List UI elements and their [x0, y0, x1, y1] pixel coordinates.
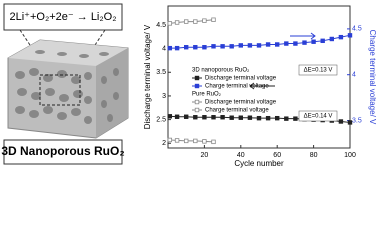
marker — [193, 138, 198, 144]
x-axis-title: Cycle number — [234, 159, 284, 168]
y-axis-title: Discharge terminal voltage/ V — [143, 24, 152, 129]
marker — [256, 43, 262, 48]
annotation: ΔE=0.14 V — [304, 114, 333, 120]
marker — [293, 41, 298, 46]
y2-tick-label: 4 — [352, 72, 356, 79]
arrow-left — [249, 82, 275, 90]
legend-label: Discharge terminal voltage — [205, 76, 277, 82]
legend-label: Charge terminal voltage — [205, 84, 269, 90]
marker — [167, 114, 173, 119]
marker — [202, 45, 207, 50]
legend-marker — [194, 99, 200, 105]
marker — [265, 115, 271, 121]
porous-cube — [7, 39, 129, 139]
y2-axis-title: Charge terminal voltage/ V — [368, 30, 377, 125]
marker — [211, 115, 216, 120]
marker — [202, 139, 207, 144]
legend-marker — [194, 107, 200, 113]
x-tick-label: 60 — [273, 152, 281, 159]
marker — [238, 115, 243, 120]
marker — [174, 20, 180, 25]
marker — [284, 41, 289, 46]
y2-tick-label: 3.5 — [352, 117, 362, 124]
marker — [293, 116, 298, 121]
annotation-box — [298, 110, 338, 122]
marker — [174, 138, 180, 143]
page: {"diagram": {"equation": "2Li⁺+O₂+2e⁻ → … — [1, 3, 377, 169]
x-tick-label: 100 — [344, 152, 356, 159]
marker — [193, 115, 198, 120]
marker — [311, 39, 316, 44]
arrow-right — [290, 32, 316, 40]
marker — [329, 36, 334, 42]
legend-marker — [194, 83, 200, 89]
marker — [211, 17, 216, 22]
marker — [220, 115, 225, 120]
y-tick-label: 4 — [162, 45, 166, 52]
y-tick-label: 3.5 — [156, 69, 166, 76]
legend-marker — [194, 75, 200, 81]
annotation-box — [298, 64, 338, 76]
marker — [202, 115, 207, 120]
legend-group: Pure RuO₂ — [192, 92, 222, 98]
marker — [167, 21, 173, 26]
legend-label: Charge terminal voltage — [205, 108, 269, 114]
marker — [211, 139, 216, 145]
y-tick-label: 4.5 — [156, 22, 166, 29]
y2-tick-label: 4.5 — [352, 26, 362, 33]
marker — [229, 44, 234, 49]
marker — [238, 43, 243, 48]
legend-label: Discharge terminal voltage — [205, 100, 277, 106]
label-box — [3, 139, 123, 165]
marker — [229, 115, 234, 120]
marker — [247, 43, 253, 48]
marker — [202, 18, 207, 23]
plot-frame — [167, 5, 351, 149]
marker — [302, 40, 307, 45]
marker — [193, 45, 198, 50]
x-tick-label: 80 — [310, 152, 318, 159]
marker — [347, 120, 353, 125]
marker — [183, 138, 189, 144]
marker — [265, 42, 271, 47]
marker — [338, 119, 344, 124]
marker — [183, 19, 189, 24]
equation-box — [3, 3, 123, 31]
x-tick-label: 20 — [201, 152, 209, 159]
marker — [247, 115, 253, 120]
marker — [183, 45, 189, 50]
legend-group: 3D nanoporous RuO₂ — [192, 68, 250, 74]
marker — [338, 34, 344, 40]
marker — [167, 137, 173, 143]
marker — [256, 115, 262, 121]
zoom-box — [39, 74, 81, 106]
marker — [220, 44, 225, 49]
equation: 2Li⁺+O₂+2e⁻ → Li₂O₂ — [10, 11, 117, 23]
cube-side — [96, 48, 128, 138]
marker — [274, 115, 280, 121]
marker — [284, 116, 289, 121]
marker — [320, 38, 325, 44]
pores — [15, 50, 119, 124]
figure: 2Li⁺+O₂+2e⁻ → Li₂O₂ 3D Nanoporous RuO₂ D… — [1, 3, 377, 168]
marker — [347, 33, 353, 38]
y-tick-label: 3 — [162, 93, 166, 100]
marker — [211, 44, 216, 49]
marker — [274, 42, 280, 47]
marker — [167, 45, 173, 51]
marker — [174, 114, 180, 119]
diagram-label: 3D Nanoporous RuO₂ — [1, 144, 124, 158]
annotation: ΔE=0.13 V — [304, 68, 333, 74]
y-tick-label: 2 — [162, 140, 166, 147]
x-tick-label: 40 — [237, 152, 245, 159]
y-tick-label: 2.5 — [156, 116, 166, 123]
marker — [193, 19, 198, 24]
cube-top — [8, 40, 128, 66]
marker — [174, 45, 180, 51]
marker — [183, 114, 189, 119]
